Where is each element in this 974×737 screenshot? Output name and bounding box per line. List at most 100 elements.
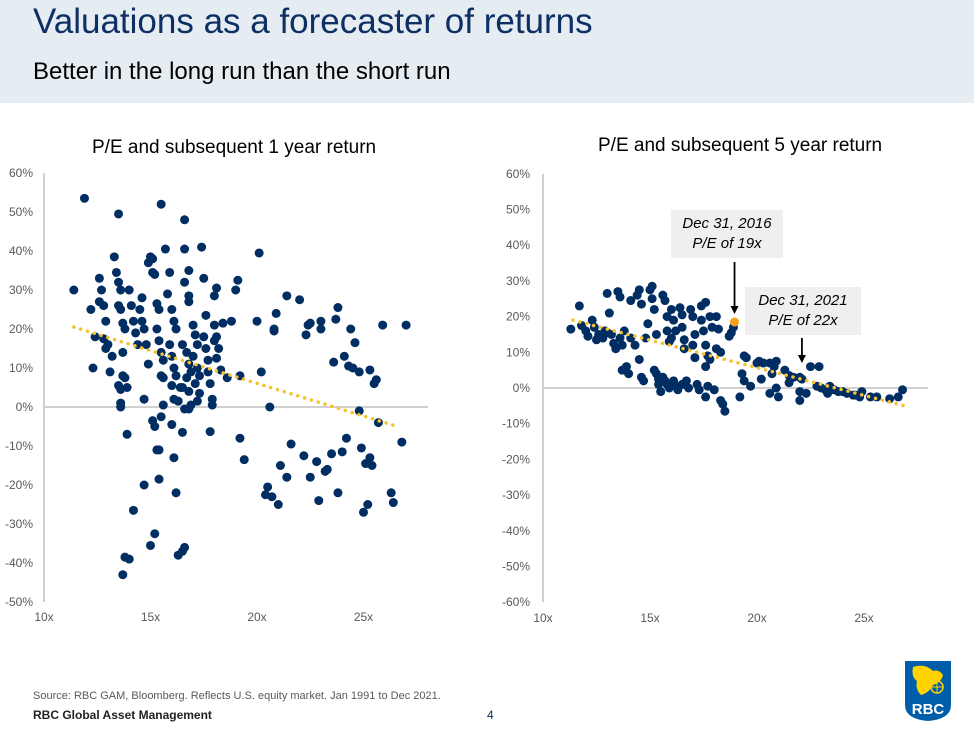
chart-1-data-point bbox=[371, 375, 381, 385]
chart-1-data-point bbox=[154, 305, 164, 314]
chart-1-data-point bbox=[209, 336, 219, 346]
chart-1-data-point bbox=[359, 507, 368, 517]
chart-2-data-point bbox=[699, 326, 708, 336]
chart-1-data-point bbox=[235, 433, 245, 443]
chart-1-data-point bbox=[256, 367, 266, 377]
chart-1-data-point bbox=[239, 455, 249, 465]
chart-2-y-tick-label: -20% bbox=[502, 452, 530, 466]
chart-2-data-point bbox=[643, 319, 653, 329]
annotation-2016-line2: P/E of 19x bbox=[692, 235, 762, 252]
chart-2-data-point bbox=[771, 356, 781, 366]
chart-1-data-point bbox=[192, 340, 202, 350]
chart-2-data-point bbox=[636, 299, 646, 309]
chart-2-data-point bbox=[666, 333, 676, 343]
chart-1-data-point bbox=[333, 488, 343, 498]
chart-1-data-point bbox=[339, 351, 349, 361]
chart-1-data-point bbox=[286, 439, 296, 449]
chart-1-data-point bbox=[111, 267, 121, 277]
chart-2-data-point bbox=[651, 329, 661, 339]
chart-1-data-point bbox=[180, 542, 190, 552]
chart-2-data-point bbox=[696, 315, 706, 325]
chart-2-data-point bbox=[701, 340, 711, 350]
chart-1-data-point bbox=[301, 330, 311, 340]
chart-2-data-point bbox=[705, 312, 715, 322]
chart-1-data-point bbox=[386, 488, 396, 498]
chart-1-data-point bbox=[158, 400, 168, 410]
chart-1-data-point bbox=[397, 437, 407, 447]
chart-1-data-point bbox=[267, 492, 277, 502]
chart-1-data-point bbox=[205, 379, 215, 389]
chart-2-data-point bbox=[713, 324, 723, 334]
chart-2-x-tick-label: 20x bbox=[747, 611, 766, 625]
chart-1-data-point bbox=[167, 381, 177, 391]
chart-1-trendline bbox=[72, 325, 400, 429]
chart-1-data-point bbox=[205, 427, 215, 437]
chart-1-data-point bbox=[226, 316, 236, 326]
chart-1-data-point bbox=[116, 402, 126, 412]
chart-1-data-point bbox=[305, 318, 315, 328]
chart-2-data-point bbox=[690, 353, 700, 363]
annotation-2021: Dec 31, 2021 P/E of 22x bbox=[745, 287, 861, 335]
chart-1-data-point bbox=[269, 324, 279, 334]
annotation-2016: Dec 31, 2016 P/E of 19x bbox=[671, 210, 783, 258]
chart-1-y-tick-label: 30% bbox=[9, 283, 33, 297]
chart-1-data-point bbox=[156, 199, 166, 209]
chart-2-data-point bbox=[898, 385, 908, 395]
chart-1-data-point bbox=[160, 244, 170, 254]
chart-1-data-point bbox=[263, 482, 273, 492]
chart-1-data-point bbox=[316, 316, 326, 326]
chart-1-data-point bbox=[254, 248, 264, 258]
chart-1-data-point bbox=[273, 500, 283, 509]
annotation-2021-line1: Dec 31, 2021 bbox=[758, 292, 848, 309]
chart-1-data-point bbox=[167, 305, 177, 314]
chart-1-data-point bbox=[180, 244, 190, 254]
chart-1-data-point bbox=[135, 305, 145, 314]
chart-1-data-point bbox=[165, 340, 175, 350]
chart-2-y-tick-label: 60% bbox=[506, 167, 530, 181]
chart-2-data-point bbox=[677, 310, 687, 320]
chart-2-data-point bbox=[621, 362, 631, 372]
chart-2-data-point bbox=[587, 315, 597, 325]
chart-1-data-point bbox=[173, 396, 183, 406]
chart-1-data-point bbox=[88, 363, 98, 373]
chart-2-data-point bbox=[634, 354, 644, 364]
chart-1-data-point bbox=[177, 427, 187, 437]
chart-2-y-tick-label: 50% bbox=[506, 203, 530, 217]
chart-2-data-point bbox=[814, 362, 824, 372]
chart-1-y-tick-label: 50% bbox=[9, 205, 33, 219]
chart-1-data-point bbox=[209, 320, 219, 330]
chart-1-data-point bbox=[231, 285, 241, 295]
chart-1-data-point bbox=[154, 474, 164, 484]
chart-2-trendline bbox=[571, 318, 907, 408]
chart-1-data-point bbox=[275, 461, 285, 470]
chart-1-y-tick-label: -40% bbox=[5, 556, 33, 570]
chart-1-data-point bbox=[201, 344, 211, 353]
chart-1-data-point bbox=[188, 320, 198, 330]
chart-2-data-point bbox=[701, 297, 711, 307]
chart-1-x-tick-label: 25x bbox=[354, 610, 373, 624]
chart-1-data-point bbox=[312, 457, 322, 467]
chart-1-data-point bbox=[131, 328, 141, 338]
chart-2-data-point bbox=[857, 387, 867, 397]
chart-1-data-point bbox=[143, 359, 153, 369]
chart-1-data-point bbox=[156, 412, 166, 422]
chart-2-data-point bbox=[765, 388, 775, 398]
chart-2-data-point bbox=[639, 376, 649, 386]
chart-2-data-point bbox=[626, 296, 636, 306]
chart-2-title: P/E and subsequent 5 year return bbox=[598, 135, 883, 156]
chart-1-data-point bbox=[146, 540, 155, 550]
chart-1-data-point bbox=[122, 429, 132, 439]
annotation-2016-line1: Dec 31, 2016 bbox=[682, 215, 772, 232]
chart-1-data-point bbox=[182, 373, 192, 383]
chart-2-data-point bbox=[694, 385, 704, 395]
chart-1-data-point bbox=[139, 394, 149, 404]
chart-1-data-point bbox=[212, 283, 222, 293]
chart-1-data-point bbox=[218, 318, 228, 328]
chart-1-data-point bbox=[341, 433, 351, 443]
chart-2-data-point bbox=[701, 392, 711, 402]
chart-2-data-point bbox=[615, 333, 625, 343]
chart-1-data-point bbox=[97, 285, 107, 295]
chart-1-data-point bbox=[367, 461, 377, 470]
chart-1-data-point bbox=[122, 383, 132, 392]
chart-1-data-point bbox=[190, 330, 200, 340]
